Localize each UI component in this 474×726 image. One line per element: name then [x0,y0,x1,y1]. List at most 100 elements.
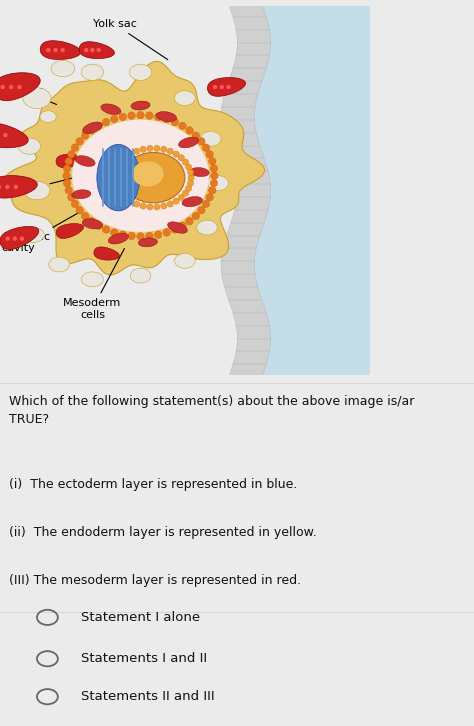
Ellipse shape [18,138,41,155]
Circle shape [161,203,167,209]
Circle shape [202,200,210,208]
Circle shape [17,85,22,89]
Circle shape [155,231,162,238]
Circle shape [110,229,118,236]
Circle shape [110,115,118,123]
Circle shape [219,85,224,89]
Ellipse shape [22,227,45,242]
Circle shape [173,198,179,204]
Polygon shape [5,62,264,275]
Polygon shape [56,224,83,238]
Ellipse shape [201,131,221,146]
Ellipse shape [138,238,157,247]
Circle shape [227,85,231,89]
Circle shape [192,212,200,220]
Polygon shape [94,247,119,260]
Text: Amniotic
cavity: Amniotic cavity [2,211,82,253]
Circle shape [161,146,167,152]
Circle shape [119,113,127,121]
Ellipse shape [130,268,151,283]
Circle shape [128,232,135,240]
Circle shape [102,118,110,126]
Circle shape [65,158,73,165]
Circle shape [60,48,65,52]
Circle shape [88,127,95,134]
Ellipse shape [49,257,70,272]
Circle shape [5,184,9,189]
Polygon shape [0,176,37,198]
Circle shape [0,85,5,89]
Circle shape [128,198,134,204]
Circle shape [178,155,184,161]
Polygon shape [40,41,81,60]
Ellipse shape [82,219,103,229]
Text: Mesoderm
cells: Mesoderm cells [64,248,124,319]
Circle shape [71,144,79,151]
Polygon shape [0,227,39,250]
Ellipse shape [129,64,152,81]
Circle shape [182,190,189,196]
Circle shape [68,194,75,201]
Circle shape [82,132,89,139]
Circle shape [118,159,125,166]
Ellipse shape [108,233,128,244]
Circle shape [88,218,95,225]
Circle shape [90,48,95,52]
Text: Statements II and III: Statements II and III [81,690,214,703]
Circle shape [3,133,8,137]
Text: Chorion: Chorion [2,86,56,105]
Ellipse shape [156,112,177,122]
Ellipse shape [197,220,218,235]
Polygon shape [72,120,209,232]
Circle shape [63,172,70,179]
Polygon shape [79,41,114,59]
Circle shape [147,145,153,152]
Circle shape [82,212,89,220]
Polygon shape [56,154,84,168]
Circle shape [102,226,110,233]
Circle shape [137,112,144,119]
Ellipse shape [40,111,56,123]
Circle shape [154,204,160,210]
Polygon shape [0,123,28,148]
Ellipse shape [51,60,75,77]
Ellipse shape [174,91,195,105]
Text: (i)  The ectoderm layer is represented in blue.: (i) The ectoderm layer is represented in… [9,478,298,491]
Circle shape [20,237,24,241]
Ellipse shape [132,161,164,187]
Circle shape [210,165,218,172]
Circle shape [198,206,205,214]
Circle shape [187,169,194,176]
Circle shape [186,218,193,225]
Ellipse shape [23,88,51,108]
Ellipse shape [82,122,102,134]
Circle shape [171,226,179,233]
Circle shape [71,200,79,208]
Text: (III) The mesoderm layer is represented in red.: (III) The mesoderm layer is represented … [9,574,301,587]
Circle shape [118,190,125,196]
Circle shape [64,165,71,172]
Circle shape [53,48,58,52]
Circle shape [206,194,213,201]
Circle shape [9,85,13,89]
Ellipse shape [101,104,121,115]
Ellipse shape [75,155,95,166]
Circle shape [13,237,17,241]
Circle shape [95,122,102,129]
Circle shape [182,159,189,166]
Circle shape [186,127,193,134]
Circle shape [188,174,194,181]
Circle shape [128,151,134,158]
Circle shape [134,201,140,207]
Circle shape [113,180,119,186]
Circle shape [119,231,127,238]
Circle shape [173,151,179,158]
Polygon shape [0,73,40,101]
Circle shape [64,179,71,187]
Ellipse shape [131,101,150,110]
Circle shape [84,48,89,52]
Text: Which of the following statement(s) about the above image is/ar
TRUE?: Which of the following statement(s) abou… [9,395,415,426]
Circle shape [171,118,179,126]
Circle shape [198,138,205,145]
Circle shape [96,48,101,52]
